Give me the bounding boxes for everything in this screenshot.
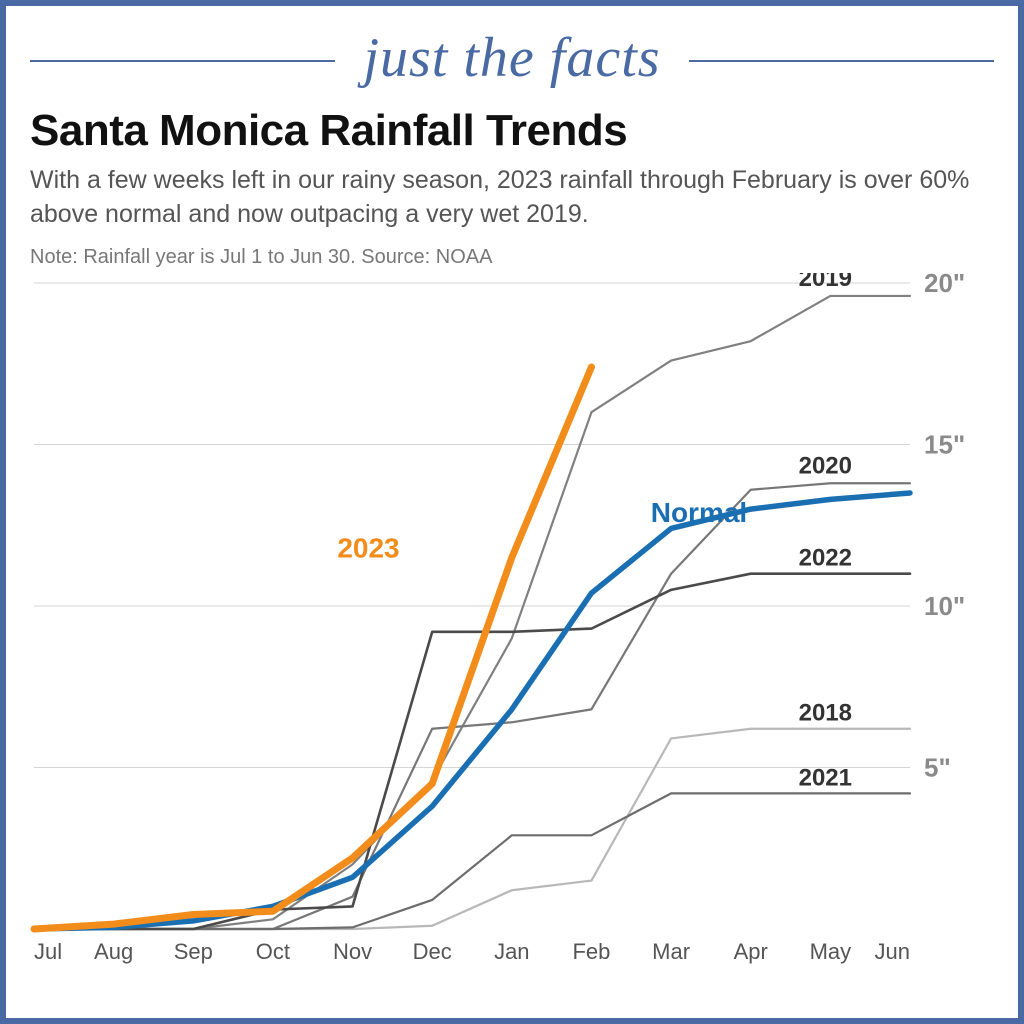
svg-text:May: May bbox=[810, 939, 852, 964]
svg-text:2022: 2022 bbox=[799, 544, 852, 571]
svg-text:2021: 2021 bbox=[799, 764, 852, 791]
svg-text:2020: 2020 bbox=[799, 452, 852, 479]
svg-text:Jan: Jan bbox=[494, 939, 529, 964]
tagline-row: just the facts bbox=[30, 26, 994, 96]
svg-text:2019: 2019 bbox=[799, 273, 852, 292]
chart-subtitle: With a few weeks left in our rainy seaso… bbox=[30, 164, 994, 232]
svg-text:Jul: Jul bbox=[34, 939, 62, 964]
tagline-rule-left bbox=[30, 60, 335, 62]
chart-title: Santa Monica Rainfall Trends bbox=[30, 106, 994, 156]
line-chart: 5" 10" 15" 20" Jul Aug Sep Oct Nov Dec Jan Feb Mar Ap… bbox=[30, 273, 990, 973]
svg-text:Aug: Aug bbox=[94, 939, 133, 964]
infographic-frame: just the facts Santa Monica Rainfall Tre… bbox=[0, 0, 1024, 1024]
svg-text:2018: 2018 bbox=[799, 699, 852, 726]
svg-text:Mar: Mar bbox=[652, 939, 690, 964]
chart-note: Note: Rainfall year is Jul 1 to Jun 30. … bbox=[30, 246, 994, 269]
line-chart-svg: 5" 10" 15" 20" Jul Aug Sep Oct Nov Dec Jan Feb Mar Ap… bbox=[30, 273, 990, 973]
svg-text:2023: 2023 bbox=[337, 532, 399, 563]
tagline: just the facts bbox=[357, 26, 666, 96]
svg-text:Oct: Oct bbox=[256, 939, 290, 964]
svg-text:Feb: Feb bbox=[572, 939, 610, 964]
svg-text:10": 10" bbox=[924, 591, 965, 621]
svg-text:Normal: Normal bbox=[651, 497, 747, 528]
svg-text:5": 5" bbox=[924, 752, 951, 782]
svg-text:Sep: Sep bbox=[174, 939, 213, 964]
svg-text:Jun: Jun bbox=[875, 939, 910, 964]
svg-text:20": 20" bbox=[924, 273, 965, 298]
tagline-rule-right bbox=[689, 60, 994, 62]
svg-text:Apr: Apr bbox=[734, 939, 768, 964]
svg-text:Dec: Dec bbox=[413, 939, 452, 964]
svg-text:15": 15" bbox=[924, 429, 965, 459]
svg-text:Nov: Nov bbox=[333, 939, 372, 964]
